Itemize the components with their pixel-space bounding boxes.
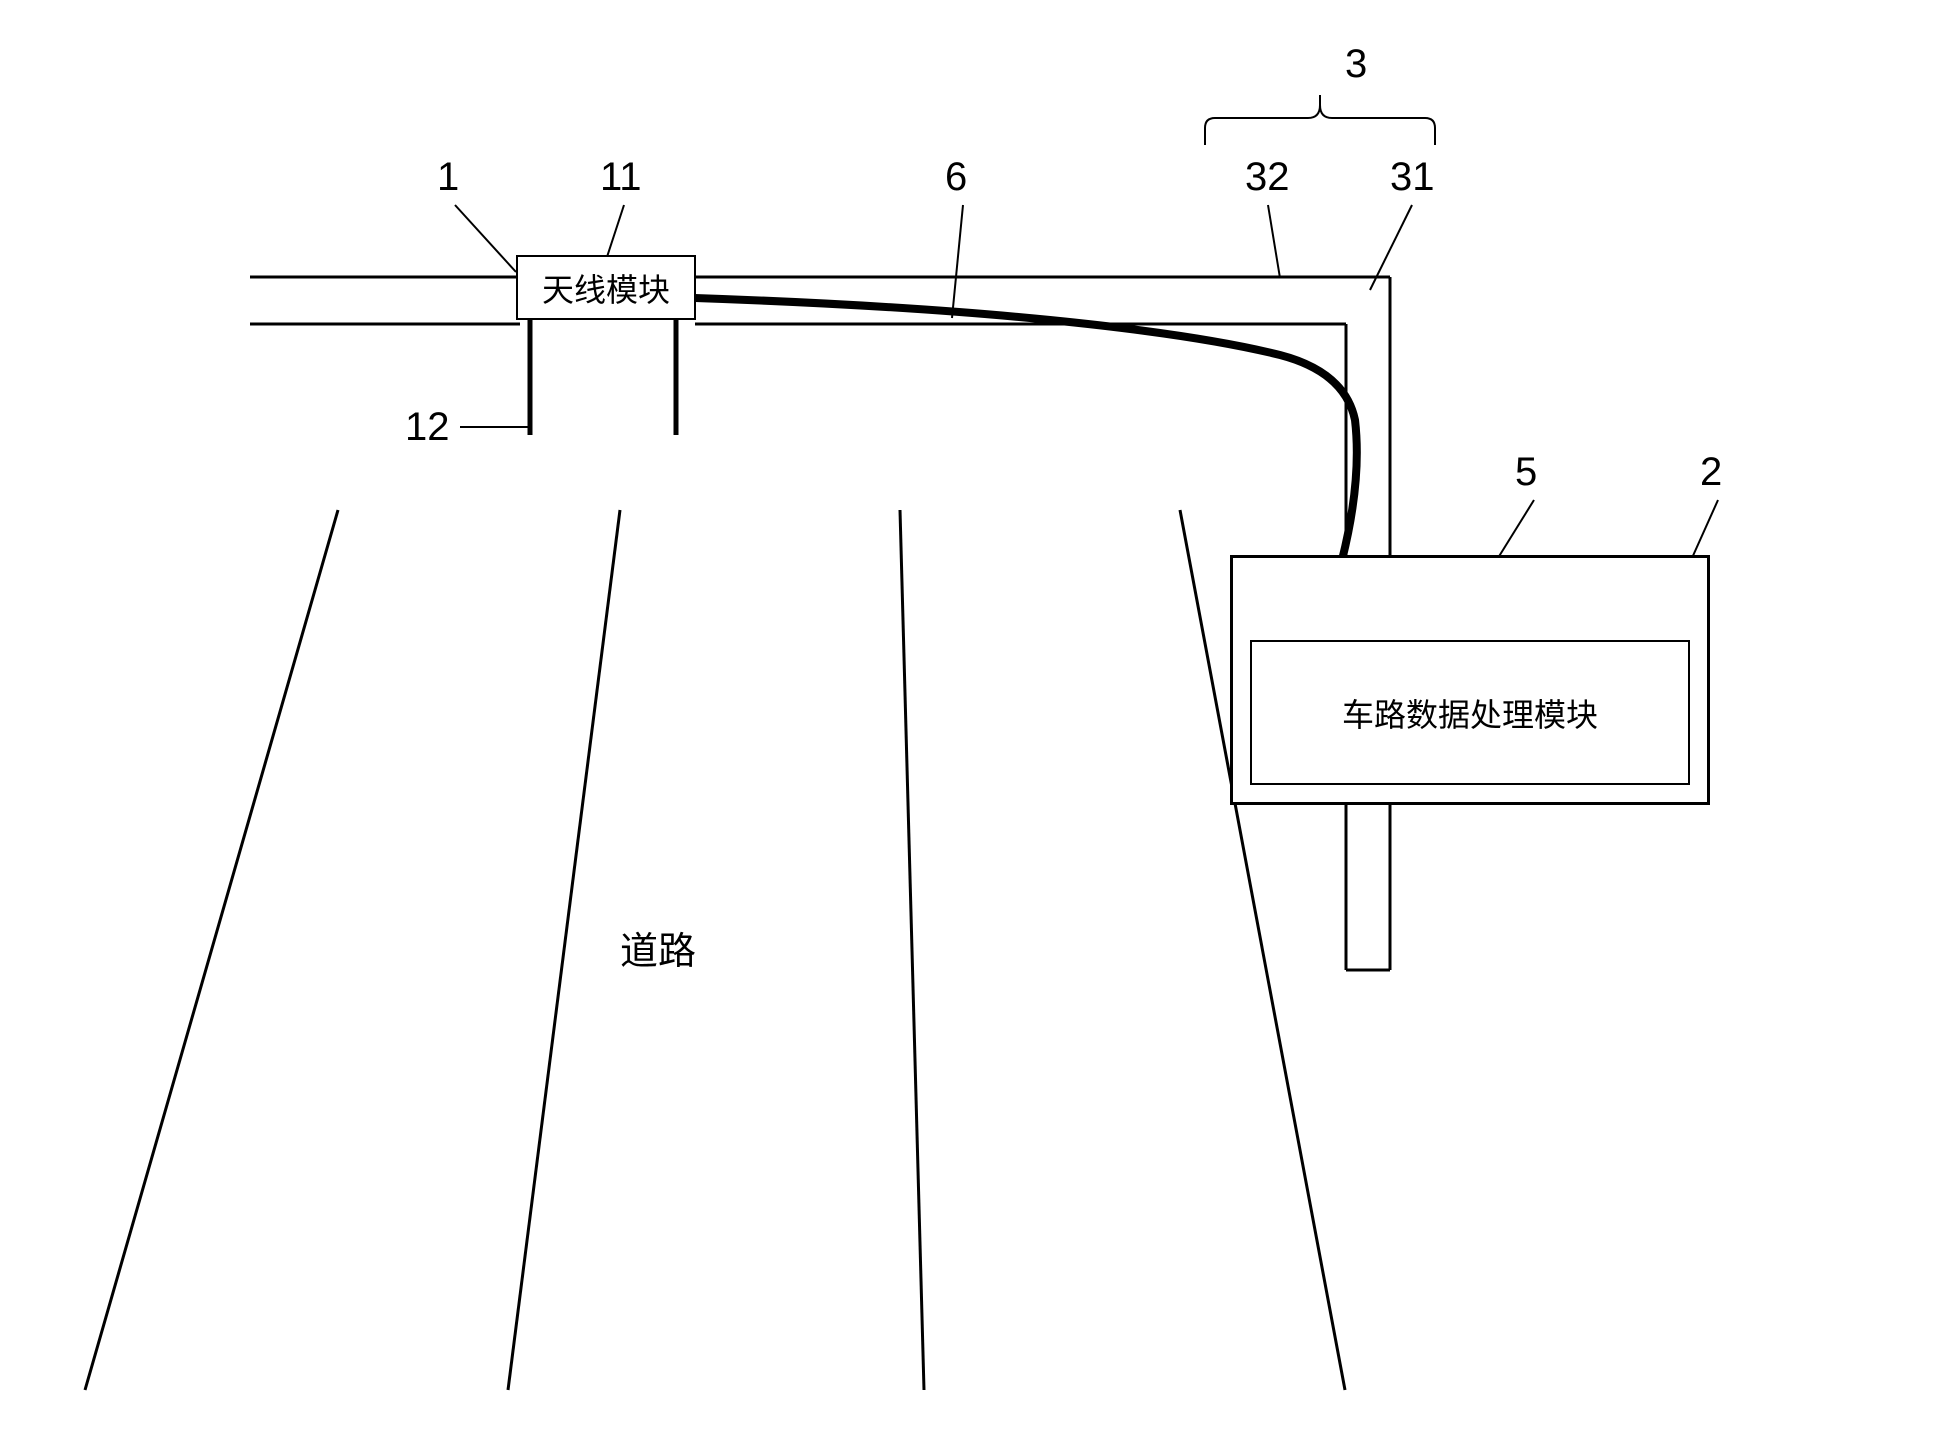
label-31: 31 xyxy=(1390,155,1435,200)
road-line-3 xyxy=(900,510,924,1390)
leader-11 xyxy=(606,205,624,260)
leader-2 xyxy=(1692,500,1718,558)
label-1: 1 xyxy=(437,155,459,200)
leader-5 xyxy=(1498,500,1534,558)
label-2: 2 xyxy=(1700,450,1722,495)
label-12: 12 xyxy=(405,405,450,450)
bracket-3 xyxy=(1205,95,1435,145)
road-label: 道路 xyxy=(620,920,696,975)
label-11: 11 xyxy=(600,155,642,200)
label-5: 5 xyxy=(1515,450,1537,495)
leader-6 xyxy=(952,205,963,318)
label-6: 6 xyxy=(945,155,967,200)
label-3: 3 xyxy=(1345,42,1367,87)
data-processing-box: 车路数据处理模块 xyxy=(1250,640,1690,785)
data-processing-label: 车路数据处理模块 xyxy=(1342,690,1598,736)
road-line-2 xyxy=(508,510,620,1390)
diagram-container: 天线模块 车路数据处理模块 1 11 6 3 32 31 12 5 2 道路 xyxy=(0,0,1952,1444)
label-32: 32 xyxy=(1245,155,1290,200)
leader-32 xyxy=(1268,205,1280,278)
antenna-module-box: 天线模块 xyxy=(516,255,696,320)
antenna-module-label: 天线模块 xyxy=(542,265,670,311)
road-line-1 xyxy=(85,510,338,1390)
leader-1 xyxy=(455,205,516,272)
